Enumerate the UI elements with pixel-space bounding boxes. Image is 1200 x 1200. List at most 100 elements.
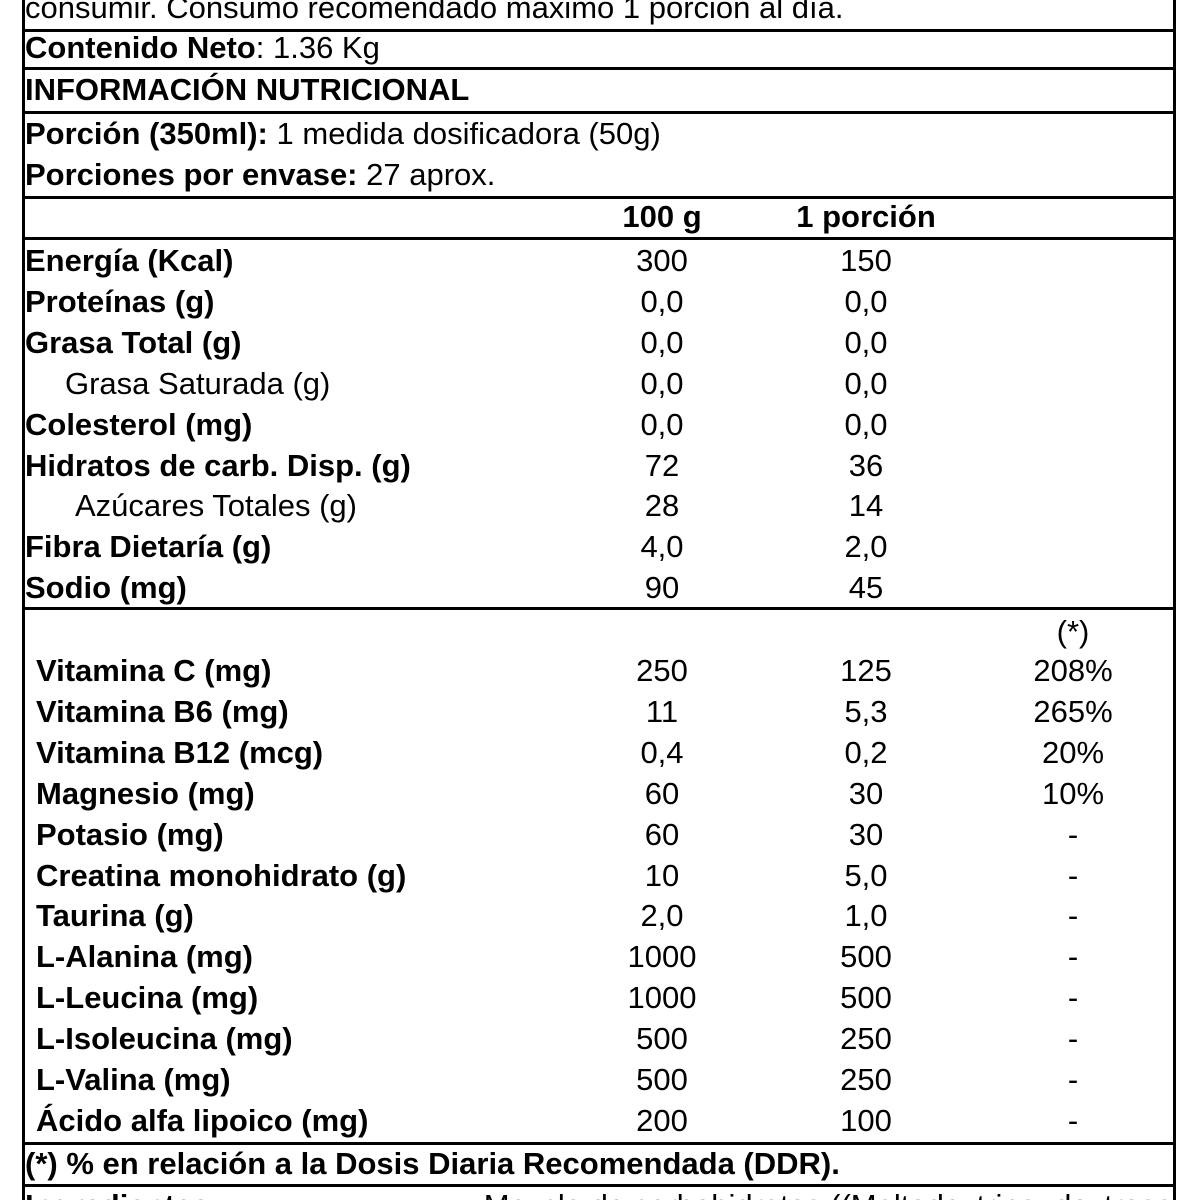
ddr-percent: 265% [1033, 693, 1113, 729]
per-portion: 30 [848, 775, 884, 811]
supplement-name: Potasio (mg) [36, 816, 224, 852]
border-right [1173, 0, 1176, 1200]
border-left [22, 0, 25, 1200]
nutrient-name: Colesterol (mg) [25, 406, 253, 442]
per-100g: 11 [645, 693, 679, 729]
supplement-name: Magnesio (mg) [36, 775, 255, 811]
per-100g: 90 [644, 570, 680, 606]
ddr-percent: - [1067, 816, 1079, 852]
rule [22, 196, 1176, 199]
net-content: Contenido Neto: 1.36 Kg [25, 28, 380, 68]
servings-value: 27 aprox. [366, 157, 496, 192]
per-100g: 500 [636, 1062, 688, 1097]
section-title: INFORMACIÓN NUTRICIONAL [25, 72, 470, 107]
rule [22, 237, 1176, 240]
per-100g: 250 [636, 653, 688, 688]
nutrient-name: Grasa Saturada (g) [65, 365, 331, 401]
per-100g: 0,0 [640, 324, 684, 360]
per-100g: 10 [644, 857, 680, 893]
ddr-percent: 20% [1041, 734, 1105, 770]
column-header: 1 porción [796, 199, 936, 234]
per-100g: 0,0 [640, 283, 684, 319]
per-portion: 250 [840, 1062, 892, 1097]
usage-text: consumir. Consumo recomendado máximo 1 p… [25, 0, 844, 25]
per-portion: 0,0 [844, 324, 888, 360]
per-portion: 0,2 [844, 734, 888, 770]
nutrient-name: Azúcares Totales (g) [75, 488, 357, 524]
per-100g: 1000 [627, 939, 697, 975]
per-100g: 500 [636, 1021, 688, 1057]
ingredients-label: Ingredientes: [25, 1186, 220, 1200]
supplement-name: Taurina (g) [36, 898, 194, 934]
supplement-name: Vitamina B12 (mcg) [36, 734, 324, 770]
per-100g: 72 [644, 447, 680, 483]
nutrient-name: Sodio (mg) [25, 570, 187, 606]
serving-value: 1 medida dosificadora (50g) [276, 116, 661, 151]
per-portion: 14 [848, 488, 884, 524]
serving-label: Porción (350ml): [25, 116, 268, 151]
per-100g: 0,0 [640, 406, 684, 442]
per-portion: 30 [848, 816, 884, 852]
per-100g: 1000 [627, 980, 697, 1016]
per-100g: 2,0 [640, 898, 684, 934]
supplement-name: L-Valina (mg) [36, 1062, 231, 1097]
per-portion: 1,0 [844, 898, 888, 934]
nutrient-name: Proteínas (g) [25, 283, 215, 319]
serving: Porción (350ml): 1 medida dosificadora (… [25, 114, 661, 154]
ddr-percent: - [1067, 857, 1079, 893]
per-portion: 36 [848, 447, 884, 483]
net-content-value: : 1.36 Kg [255, 30, 380, 65]
per-100g: 4,0 [640, 529, 684, 565]
per-portion: 125 [840, 653, 892, 688]
ddr-percent: - [1067, 1062, 1079, 1097]
per-100g: 60 [644, 775, 680, 811]
per-portion: 150 [840, 243, 892, 278]
per-100g: 0,0 [640, 365, 684, 401]
supplement-name: Vitamina B6 (mg) [36, 693, 289, 729]
rule [22, 607, 1176, 610]
per-100g: 28 [644, 488, 680, 524]
rule [22, 111, 1176, 114]
supplement-name: L-Isoleucina (mg) [36, 1021, 293, 1057]
per-100g: 0,4 [640, 734, 684, 770]
rule [22, 1184, 1176, 1187]
servings-label: Porciones por envase: [25, 157, 358, 192]
supplement-name: Vitamina C (mg) [36, 653, 272, 688]
ingredients: Ingredientes: Mezcla de carbohidratos ((M… [25, 1186, 1173, 1200]
rule [22, 29, 1176, 32]
rule [22, 67, 1176, 70]
ddr-percent: - [1067, 1021, 1079, 1057]
ingredients-text: Mezcla de carbohidratos ((Maltodextrina,… [484, 1186, 1173, 1200]
servings-per-container: Porciones por envase: 27 aprox. [25, 155, 495, 195]
supplement-name: Ácido alfa lipoico (mg) [36, 1102, 369, 1138]
per-portion: 500 [840, 980, 892, 1016]
column-header: 100 g [622, 199, 702, 234]
supplement-name: L-Leucina (mg) [36, 980, 259, 1016]
supplement-name: Creatina monohidrato (g) [36, 857, 407, 893]
nutrient-name: Hidratos de carb. Disp. (g) [25, 447, 411, 483]
per-portion: 0,0 [844, 283, 888, 319]
per-portion: 5,3 [844, 693, 888, 729]
nutrient-name: Energía (Kcal) [25, 243, 234, 278]
per-portion: 0,0 [844, 365, 888, 401]
per-100g: 60 [644, 816, 680, 852]
net-content-label: Contenido Neto [25, 30, 256, 65]
per-portion: 2,0 [844, 529, 888, 565]
nutrient-name: Grasa Total (g) [25, 324, 242, 360]
per-portion: 5,0 [844, 857, 888, 893]
per-100g: 300 [636, 243, 688, 278]
column-header: (*) [1056, 614, 1090, 649]
ddr-percent: - [1067, 1102, 1079, 1138]
per-portion: 0,0 [844, 406, 888, 442]
per-portion: 100 [840, 1102, 892, 1138]
ddr-percent: 208% [1033, 653, 1113, 688]
per-portion: 45 [848, 570, 884, 606]
rule [22, 1142, 1176, 1145]
footnote: (*) % en relación a la Dosis Diaria Reco… [25, 1146, 840, 1181]
ddr-percent: - [1067, 898, 1079, 934]
per-portion: 250 [840, 1021, 892, 1057]
ddr-percent: - [1067, 980, 1079, 1016]
ddr-percent: 10% [1041, 775, 1105, 811]
per-100g: 200 [636, 1102, 688, 1138]
